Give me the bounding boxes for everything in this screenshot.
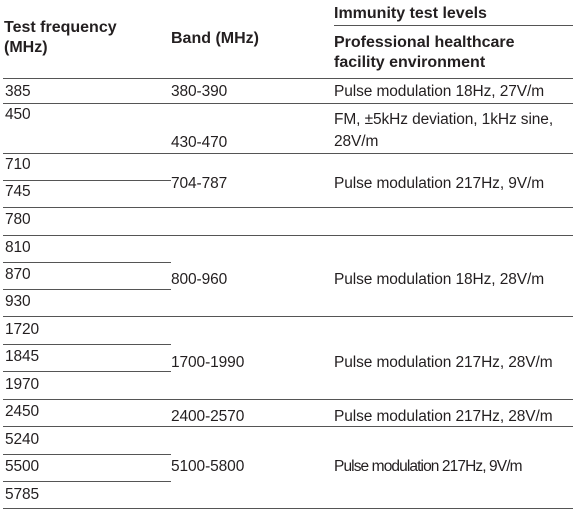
- row-rule: [3, 235, 573, 236]
- freq-810: 810: [5, 239, 31, 256]
- freq-710: 710: [5, 156, 31, 173]
- header-group-rule: [334, 25, 573, 26]
- band-430-470: 430-470: [171, 134, 228, 151]
- table-bottom-rule: [3, 508, 573, 509]
- row-rule: [3, 316, 573, 317]
- freq-780: 780: [5, 211, 31, 228]
- freq-5240: 5240: [5, 431, 40, 448]
- row-rule: [3, 426, 573, 427]
- row-rule: [3, 481, 171, 482]
- freq-870: 870: [5, 266, 31, 283]
- header-environment: Professional healthcare facility environ…: [334, 34, 515, 71]
- freq-5500: 5500: [5, 458, 40, 475]
- freq-2450: 2450: [5, 403, 40, 420]
- level-2400-2570: Pulse modulation 217Hz, 28V/m: [334, 408, 553, 425]
- freq-745: 745: [5, 183, 31, 200]
- freq-930: 930: [5, 293, 31, 310]
- freq-1845: 1845: [5, 348, 40, 365]
- row-rule: [3, 371, 171, 372]
- band-2400-2570: 2400-2570: [171, 408, 245, 425]
- row-rule: [3, 289, 171, 290]
- row-rule: [3, 262, 171, 263]
- level-704-787: Pulse modulation 217Hz, 9V/m: [334, 175, 545, 192]
- freq-1970: 1970: [5, 376, 40, 393]
- header-rule: [3, 78, 573, 79]
- row-rule: [3, 344, 171, 345]
- freq-1720: 1720: [5, 321, 40, 338]
- level-385: Pulse modulation 18Hz, 27V/m: [334, 83, 545, 100]
- row-rule: [3, 454, 171, 455]
- row-rule: [3, 103, 573, 104]
- level-450-line1: FM, ±5kHz deviation, 1kHz sine,: [334, 111, 554, 128]
- band-800-960: 800-960: [171, 271, 228, 288]
- header-band: Band (MHz): [171, 30, 259, 47]
- row-rule: [3, 180, 171, 181]
- header-immunity-test-levels: Immunity test levels: [334, 5, 487, 22]
- freq-385: 385: [5, 83, 31, 100]
- freq-450: 450: [5, 106, 31, 123]
- band-1700-1990: 1700-1990: [171, 354, 245, 371]
- row-rule: [3, 207, 573, 208]
- band-380-390: 380-390: [171, 83, 228, 100]
- level-1700-1990: Pulse modulation 217Hz, 28V/m: [334, 354, 553, 371]
- band-704-787: 704-787: [171, 175, 228, 192]
- header-test-frequency: Test frequency (MHz): [4, 19, 117, 56]
- level-450-line2: 28V/m: [334, 133, 379, 150]
- level-800-960: Pulse modulation 18Hz, 28V/m: [334, 271, 545, 288]
- row-rule: [3, 153, 573, 154]
- row-rule: [3, 399, 573, 400]
- band-5100-5800: 5100-5800: [171, 458, 245, 475]
- level-5100-5800: Pulse modulation 217Hz, 9V/m: [334, 458, 523, 475]
- freq-5785: 5785: [5, 486, 40, 503]
